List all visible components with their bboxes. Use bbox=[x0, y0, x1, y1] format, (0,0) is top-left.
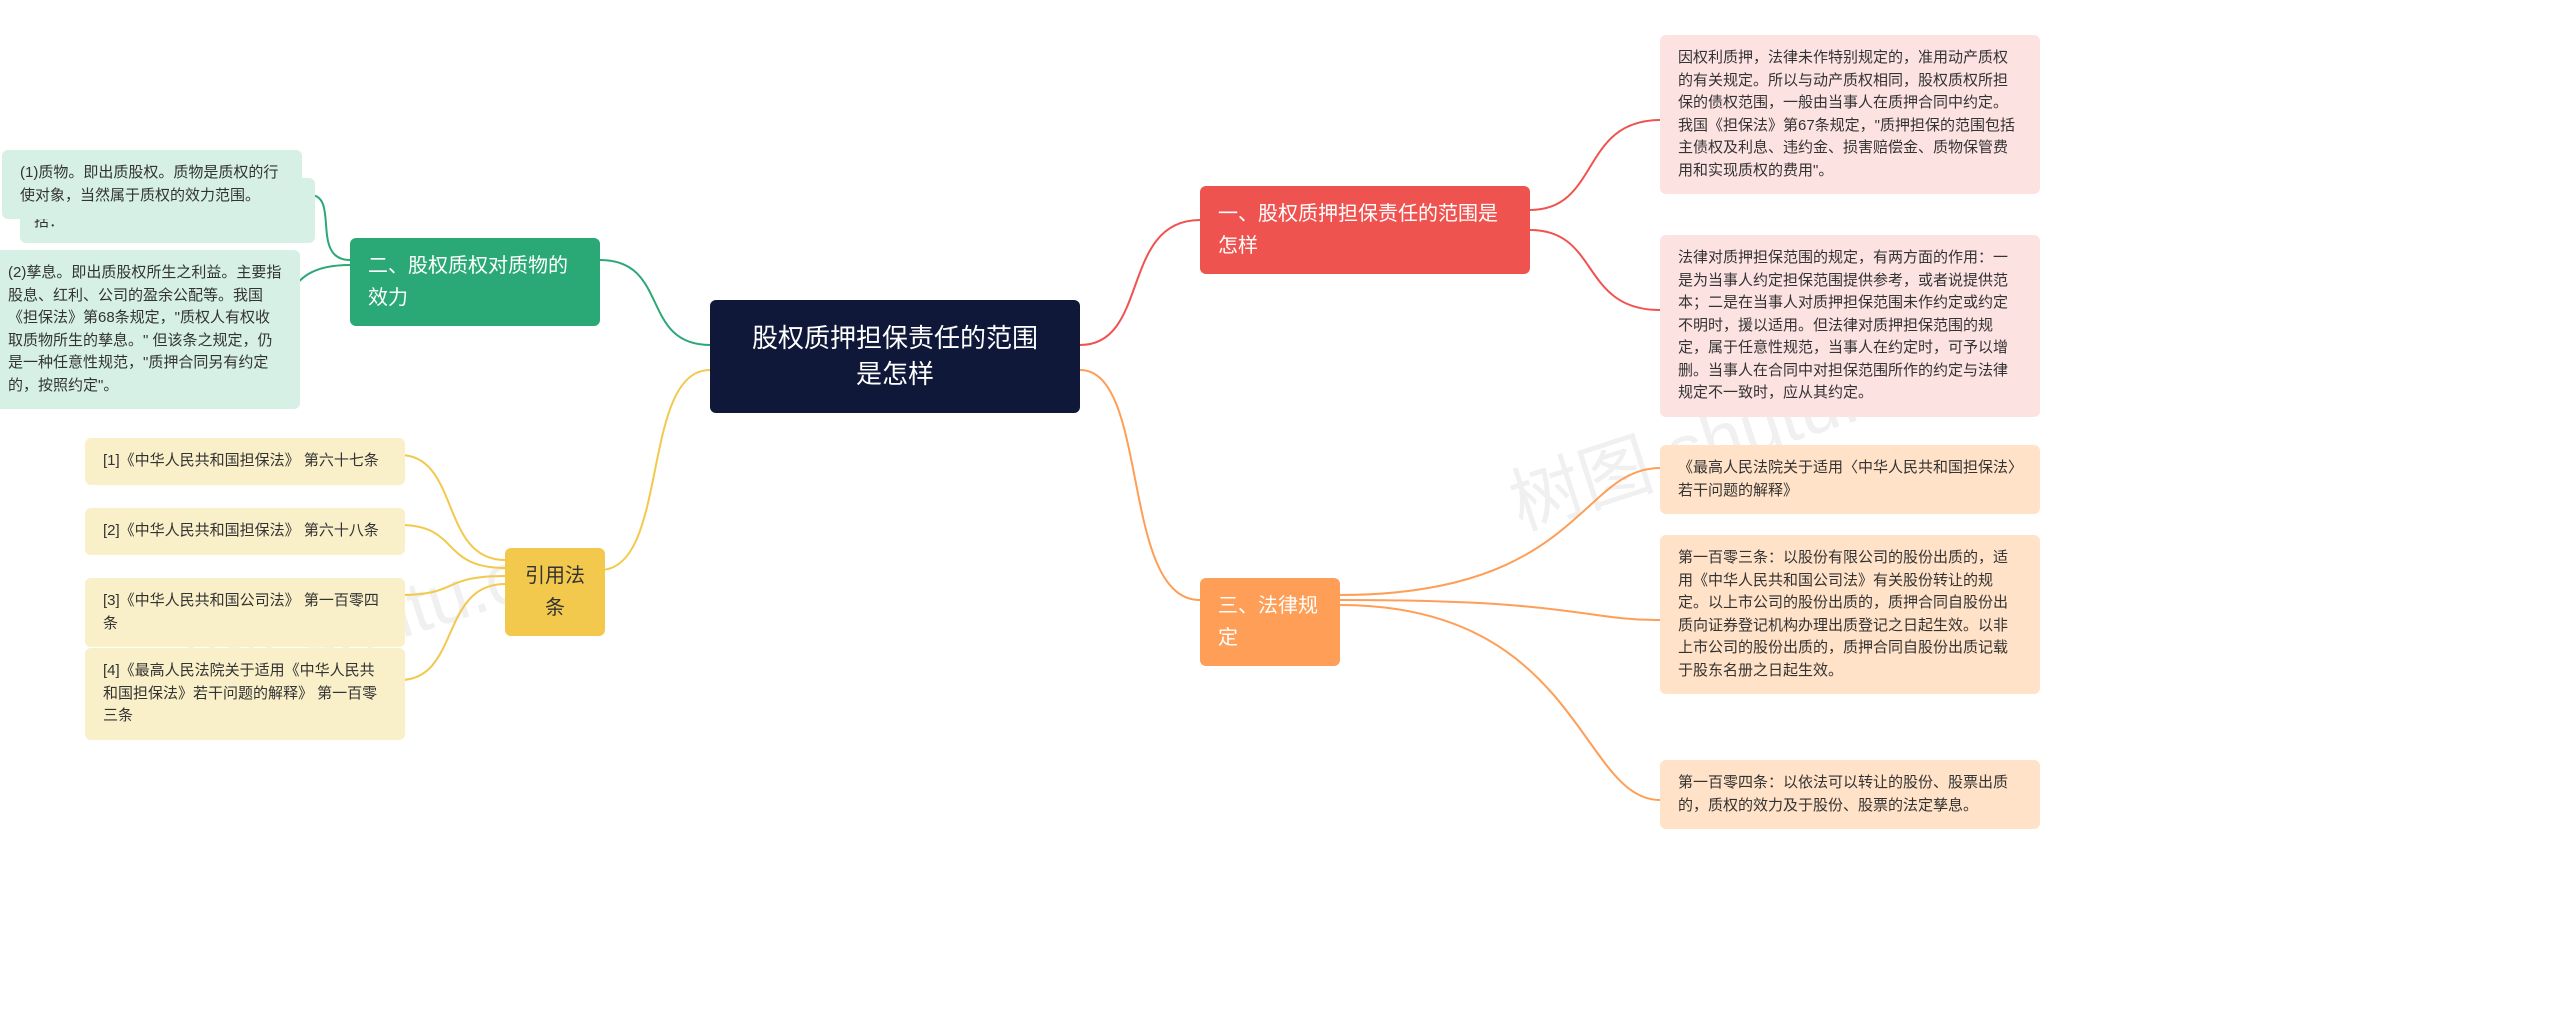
branch-1-leaf-1: 法律对质押担保范围的规定，有两方面的作用：一是为当事人约定担保范围提供参考，或者… bbox=[1660, 235, 2040, 417]
branch-4-leaf-0: [1]《中华人民共和国担保法》 第六十七条 bbox=[85, 438, 405, 485]
branch-4-leaf-1: [2]《中华人民共和国担保法》 第六十八条 bbox=[85, 508, 405, 555]
branch-1-leaf-0: 因权利质押，法律未作特别规定的，准用动产质权的有关规定。所以与动产质权相同，股权… bbox=[1660, 35, 2040, 194]
branch-2: 二、股权质权对质物的效力 bbox=[350, 238, 600, 326]
branch-3-leaf-0: 《最高人民法院关于适用〈中华人民共和国担保法〉若干问题的解释》 bbox=[1660, 445, 2040, 514]
branch-3-leaf-2: 第一百零四条：以依法可以转让的股份、股票出质的，质权的效力及于股份、股票的法定孳… bbox=[1660, 760, 2040, 829]
branch-3: 三、法律规定 bbox=[1200, 578, 1340, 666]
b2-leaf-1: (2)孳息。即出质股权所生之利益。主要指股息、红利、公司的盈余公配等。我国《担保… bbox=[0, 250, 300, 409]
branch-4-leaf-3: [4]《最高人民法院关于适用《中华人民共和国担保法》若干问题的解释》 第一百零三… bbox=[85, 648, 405, 740]
b2-leaf-0: (1)质物。即出质股权。质物是质权的行使对象，当然属于质权的效力范围。 bbox=[2, 150, 302, 219]
root-node: 股权质押担保责任的范围是怎样 bbox=[710, 300, 1080, 413]
branch-1: 一、股权质押担保责任的范围是怎样 bbox=[1200, 186, 1530, 274]
branch-4-leaf-2: [3]《中华人民共和国公司法》 第一百零四条 bbox=[85, 578, 405, 647]
branch-3-leaf-1: 第一百零三条：以股份有限公司的股份出质的，适用《中华人民共和国公司法》有关股份转… bbox=[1660, 535, 2040, 694]
branch-4: 引用法条 bbox=[505, 548, 605, 636]
